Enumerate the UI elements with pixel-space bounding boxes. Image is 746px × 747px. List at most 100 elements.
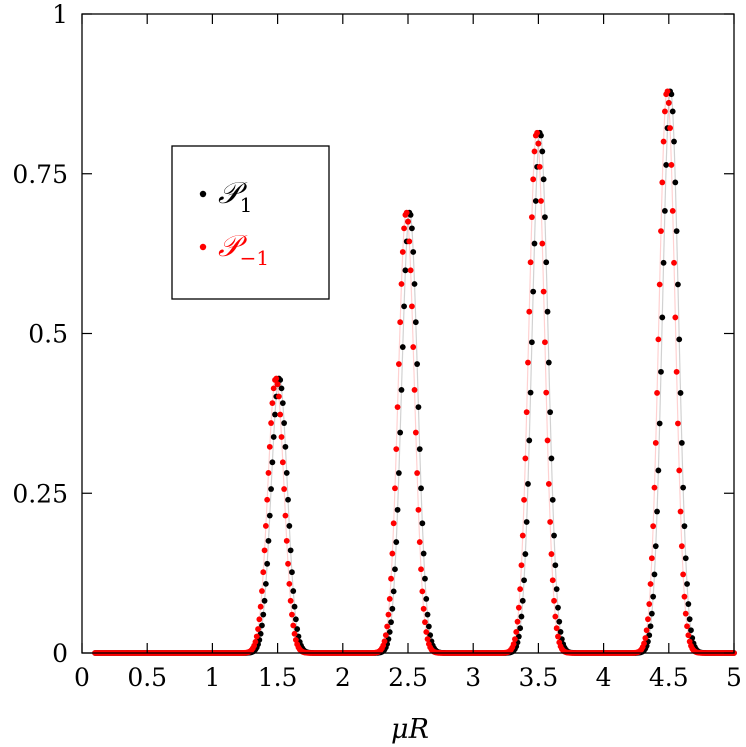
data-point (549, 577, 556, 584)
data-point (654, 390, 660, 396)
data-point (265, 537, 272, 544)
data-point (269, 400, 276, 406)
data-point (531, 240, 538, 247)
data-point (420, 550, 427, 557)
data-point (256, 616, 263, 623)
data-point (401, 225, 407, 232)
data-point (531, 148, 538, 155)
data-point (647, 581, 654, 587)
data-point (525, 481, 531, 487)
data-point (548, 455, 555, 462)
legend-marker-p1 (199, 190, 207, 198)
data-point (264, 496, 271, 503)
data-point (388, 619, 394, 626)
data-point (641, 640, 647, 647)
data-point (685, 601, 692, 607)
data-point (397, 429, 404, 436)
data-point (645, 616, 651, 623)
data-point (282, 512, 289, 519)
data-point (539, 148, 546, 155)
data-point (553, 625, 560, 632)
data-point (418, 485, 424, 492)
data-point (410, 249, 417, 255)
data-point (411, 386, 418, 393)
data-point (397, 319, 404, 326)
data-point (390, 520, 397, 527)
data-point (540, 288, 547, 295)
data-point (519, 597, 526, 604)
data-point (276, 393, 282, 400)
data-point (393, 539, 400, 545)
x-tick-label: 2 (335, 663, 351, 692)
data-point (287, 597, 294, 604)
data-point (289, 569, 295, 576)
data-point (390, 588, 397, 595)
data-point (530, 176, 537, 183)
data-point (518, 562, 525, 569)
data-point (294, 626, 301, 632)
y-tick-label: 0.5 (28, 320, 68, 349)
data-point (422, 619, 428, 626)
data-point (532, 198, 539, 204)
data-point (282, 443, 289, 450)
data-point (534, 129, 540, 136)
data-point (522, 455, 529, 462)
data-point (259, 588, 265, 594)
x-tick-label: 1.5 (258, 663, 298, 692)
data-point (281, 486, 288, 492)
data-point (410, 344, 417, 350)
x-tick-label: 3 (465, 663, 481, 692)
y-tick-label: 0 (52, 639, 68, 668)
data-point (669, 207, 676, 214)
data-point (273, 375, 280, 382)
data-point (517, 586, 524, 592)
y-tick-label: 1 (52, 0, 68, 29)
data-point (652, 440, 659, 446)
data-point (262, 523, 269, 529)
data-point (677, 508, 684, 515)
data-point (646, 601, 653, 607)
data-point (672, 179, 679, 186)
data-point (418, 566, 424, 573)
data-point (415, 506, 422, 513)
data-point (544, 308, 551, 315)
data-point (393, 446, 400, 452)
data-point (552, 613, 559, 620)
data-point (259, 622, 265, 629)
data-point (671, 138, 677, 145)
data-point (544, 437, 551, 444)
data-point (406, 238, 413, 245)
data-point (540, 176, 547, 183)
data-point (287, 547, 294, 554)
data-point (549, 496, 556, 503)
x-tick-label: 1 (204, 663, 220, 692)
data-point (292, 616, 299, 623)
data-point (510, 641, 517, 648)
data-point (535, 140, 542, 147)
data-point (552, 562, 559, 569)
data-point (685, 632, 692, 639)
data-point (291, 630, 298, 637)
data-point (252, 638, 259, 645)
data-point (655, 467, 662, 474)
data-point (672, 314, 679, 321)
data-point (412, 429, 419, 436)
x-tick-label: 3.5 (519, 663, 559, 692)
data-point (414, 470, 421, 476)
data-point (266, 443, 273, 450)
data-point (389, 605, 396, 612)
data-point (389, 550, 396, 557)
data-point (257, 603, 264, 610)
data-point (521, 577, 527, 584)
data-point (675, 281, 681, 288)
data-point (545, 359, 552, 366)
data-point (664, 88, 671, 95)
data-point (684, 623, 690, 630)
data-point (269, 459, 276, 466)
legend-box (171, 145, 330, 300)
data-point (420, 605, 427, 612)
data-point (286, 580, 293, 587)
data-point (261, 547, 268, 554)
data-point (278, 434, 285, 440)
